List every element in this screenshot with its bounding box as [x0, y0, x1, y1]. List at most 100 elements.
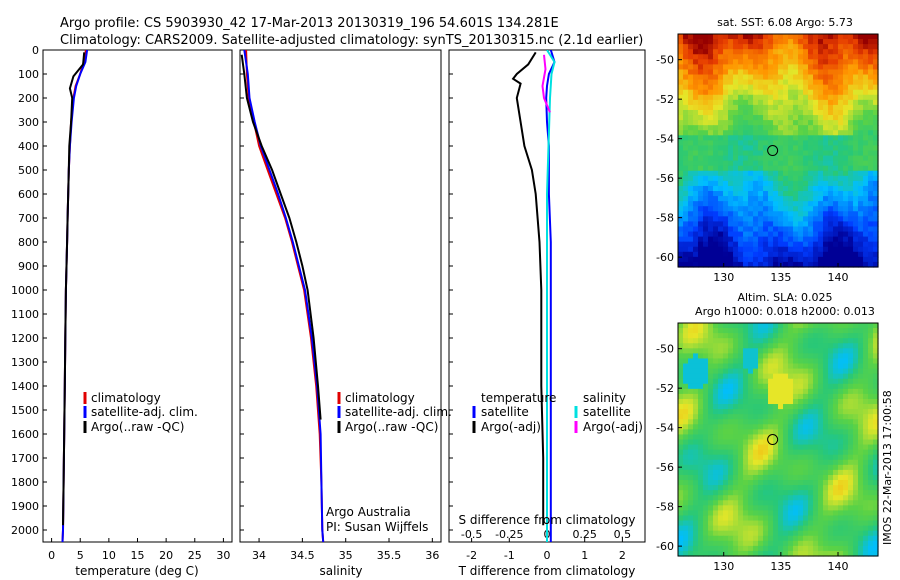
heatmap-cell — [813, 480, 819, 486]
heatmap-cell — [873, 434, 879, 441]
legend-heading-salinity: salinity — [583, 391, 626, 405]
heatmap-cell — [763, 469, 769, 476]
heatmap-cell — [798, 109, 804, 116]
heatmap-cell — [718, 333, 724, 339]
heatmap-cell — [778, 348, 784, 354]
heatmap-cell — [693, 206, 699, 212]
heatmap-cell — [843, 54, 849, 60]
heatmap-cell — [833, 226, 839, 233]
heatmap-cell — [853, 393, 859, 400]
heatmap-cell — [828, 231, 834, 238]
heatmap-cell — [848, 175, 854, 182]
heatmap-cell — [678, 39, 684, 45]
heatmap-cell — [738, 480, 744, 486]
heatmap-cell — [788, 145, 794, 152]
heatmap-cell — [843, 251, 849, 258]
heatmap-cell — [818, 120, 824, 126]
heatmap-cell — [828, 469, 834, 476]
heatmap-cell — [803, 115, 809, 121]
heatmap-cell — [873, 383, 879, 390]
heatmap-cell — [738, 160, 744, 167]
heatmap-cell — [708, 414, 714, 420]
heatmap-cell — [778, 59, 784, 65]
heatmap-cell — [838, 419, 844, 425]
heatmap-cell — [848, 480, 854, 486]
heatmap-cell — [693, 480, 699, 486]
heatmap-cell — [788, 109, 794, 116]
heatmap-cell — [743, 520, 749, 527]
heatmap-cell — [843, 236, 849, 243]
heatmap-cell — [768, 444, 774, 451]
heatmap-cell — [723, 515, 729, 522]
heatmap-cell — [713, 368, 719, 375]
heatmap-cell — [698, 490, 704, 496]
heatmap-cell — [773, 170, 779, 177]
heatmap-cell — [703, 409, 709, 415]
x-tick-label: 15 — [131, 549, 145, 562]
heatmap-cell — [753, 196, 759, 202]
heatmap-cell — [833, 505, 839, 512]
heatmap-cell — [818, 206, 824, 212]
heatmap-cell — [738, 495, 744, 501]
heatmap-cell — [808, 449, 814, 456]
heatmap-cell — [838, 530, 844, 537]
heatmap-cell — [728, 206, 734, 212]
heatmap-cell — [788, 338, 794, 344]
heatmap-cell — [788, 393, 794, 400]
heatmap-cell — [748, 490, 754, 496]
heatmap-cell — [683, 49, 689, 55]
heatmap-cell — [718, 550, 724, 557]
heatmap-cell — [843, 211, 849, 217]
heatmap-cell — [688, 155, 694, 162]
heatmap-cell — [853, 535, 859, 542]
heatmap-cell — [863, 236, 869, 243]
heatmap-cell — [763, 160, 769, 167]
heatmap-cell — [843, 120, 849, 126]
heatmap-cell — [763, 338, 769, 344]
heatmap-cell — [773, 525, 779, 532]
heatmap-cell — [843, 424, 849, 430]
heatmap-cell — [848, 135, 854, 141]
heatmap-cell — [748, 515, 754, 522]
heatmap-cell — [713, 480, 719, 486]
heatmap-cell — [703, 155, 709, 162]
heatmap-cell — [833, 99, 839, 106]
heatmap-cell — [848, 373, 854, 380]
heatmap-cell — [803, 353, 809, 360]
heatmap-cell — [688, 261, 694, 268]
heatmap-cell — [753, 99, 759, 106]
heatmap-cell — [803, 505, 809, 512]
heatmap-cell — [838, 175, 844, 182]
heatmap-cell — [853, 363, 859, 370]
heatmap-cell — [783, 180, 789, 187]
heatmap-cell — [758, 104, 764, 111]
depth-tick-label: 500 — [18, 164, 39, 177]
heatmap-cell — [833, 246, 839, 253]
heatmap-cell — [708, 545, 714, 552]
heatmap-cell — [853, 388, 859, 395]
heatmap-cell — [768, 84, 774, 91]
heatmap-cell — [838, 323, 844, 329]
heatmap-cell — [693, 515, 699, 522]
heatmap-cell — [873, 130, 879, 136]
heatmap-cell — [688, 459, 694, 466]
heatmap-cell — [863, 170, 869, 177]
heatmap-cell — [823, 150, 829, 157]
heatmap-cell — [693, 251, 699, 258]
heatmap-cell — [768, 145, 774, 152]
heatmap-cell — [763, 358, 769, 365]
heatmap-cell — [698, 530, 704, 537]
heatmap-cell — [768, 474, 774, 481]
heatmap-cell — [683, 89, 689, 96]
heatmap-cell — [813, 328, 819, 334]
heatmap-cell — [698, 54, 704, 60]
heatmap-cell — [713, 343, 719, 349]
heatmap-cell — [783, 540, 789, 547]
heatmap-cell — [838, 94, 844, 101]
heatmap-cell — [698, 160, 704, 167]
heatmap-cell — [848, 221, 854, 228]
heatmap-cell — [803, 125, 809, 131]
heatmap-cell — [768, 398, 774, 405]
heatmap-cell — [833, 104, 839, 111]
heatmap-cell — [693, 175, 699, 182]
